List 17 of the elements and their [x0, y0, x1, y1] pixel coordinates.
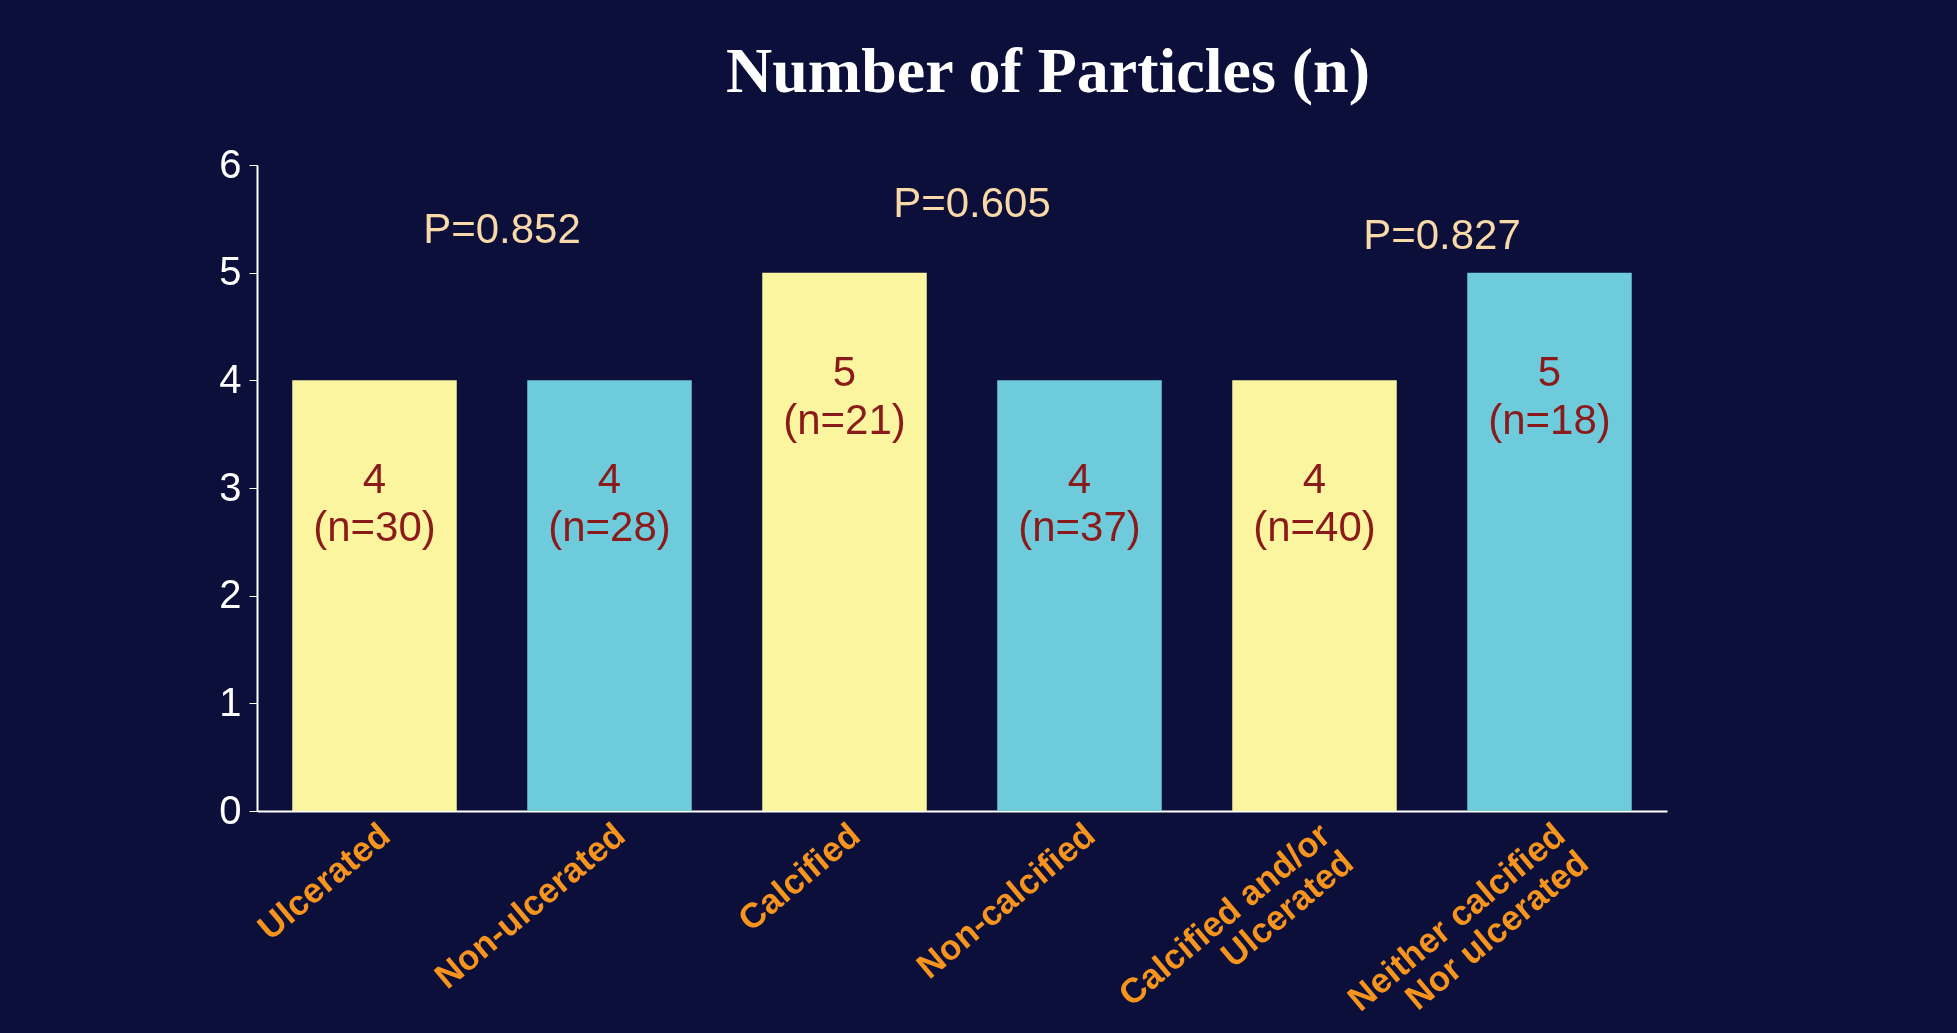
data-label: 5 (n=21)	[783, 347, 906, 443]
annotation: P=0.827	[1363, 211, 1521, 259]
annotation: P=0.605	[893, 178, 1051, 226]
y-tick-label: 4	[219, 356, 242, 401]
data-label: 4 (n=28)	[548, 455, 671, 551]
y-tick-label: 1	[219, 679, 242, 724]
y-tick-label: 5	[219, 249, 242, 294]
chart-title: Number of Particles (n)	[726, 35, 1370, 106]
data-label: 5 (n=18)	[1488, 347, 1611, 443]
annotation: P=0.852	[423, 204, 581, 252]
y-tick-label: 6	[219, 141, 242, 186]
data-label: 4 (n=37)	[1018, 455, 1141, 551]
y-tick-label: 0	[219, 787, 242, 832]
data-label: 4 (n=40)	[1253, 455, 1376, 551]
data-label: 4 (n=30)	[313, 455, 436, 551]
y-tick-label: 2	[219, 572, 242, 617]
y-tick-label: 3	[219, 464, 242, 509]
